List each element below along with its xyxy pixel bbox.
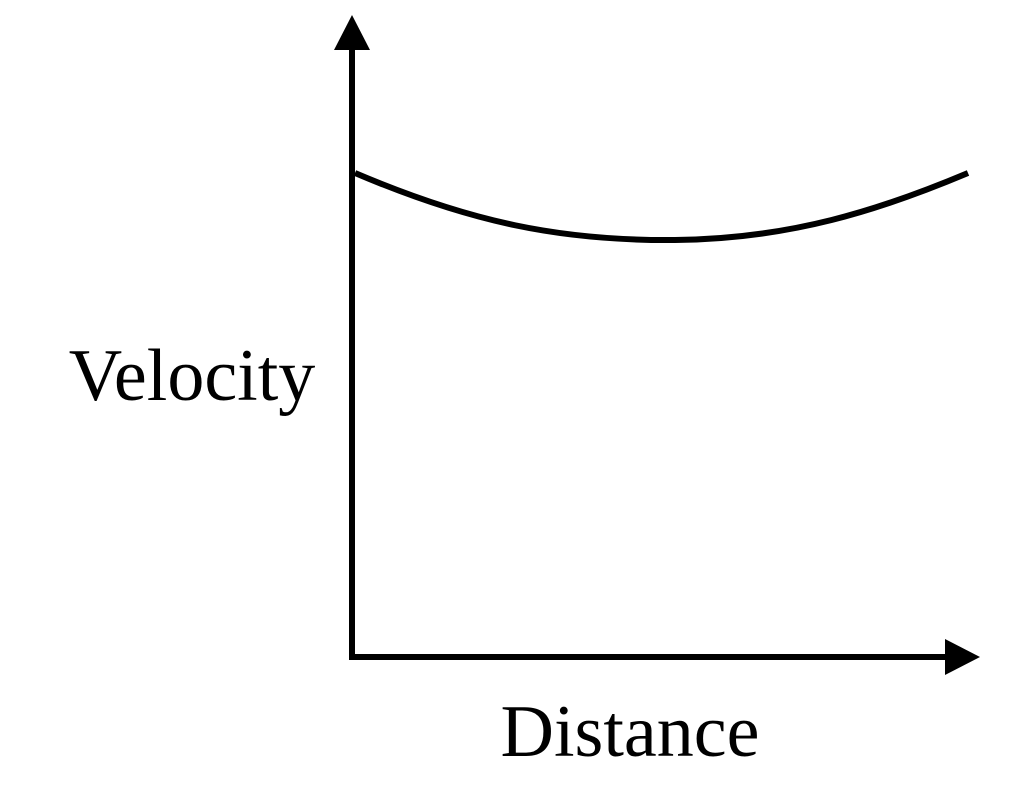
x-axis-label: Distance xyxy=(501,691,760,773)
velocity-curve xyxy=(353,170,970,244)
x-axis-arrow xyxy=(945,639,980,675)
y-axis-arrow xyxy=(334,15,370,50)
y-axis-label: Velocity xyxy=(69,335,316,417)
